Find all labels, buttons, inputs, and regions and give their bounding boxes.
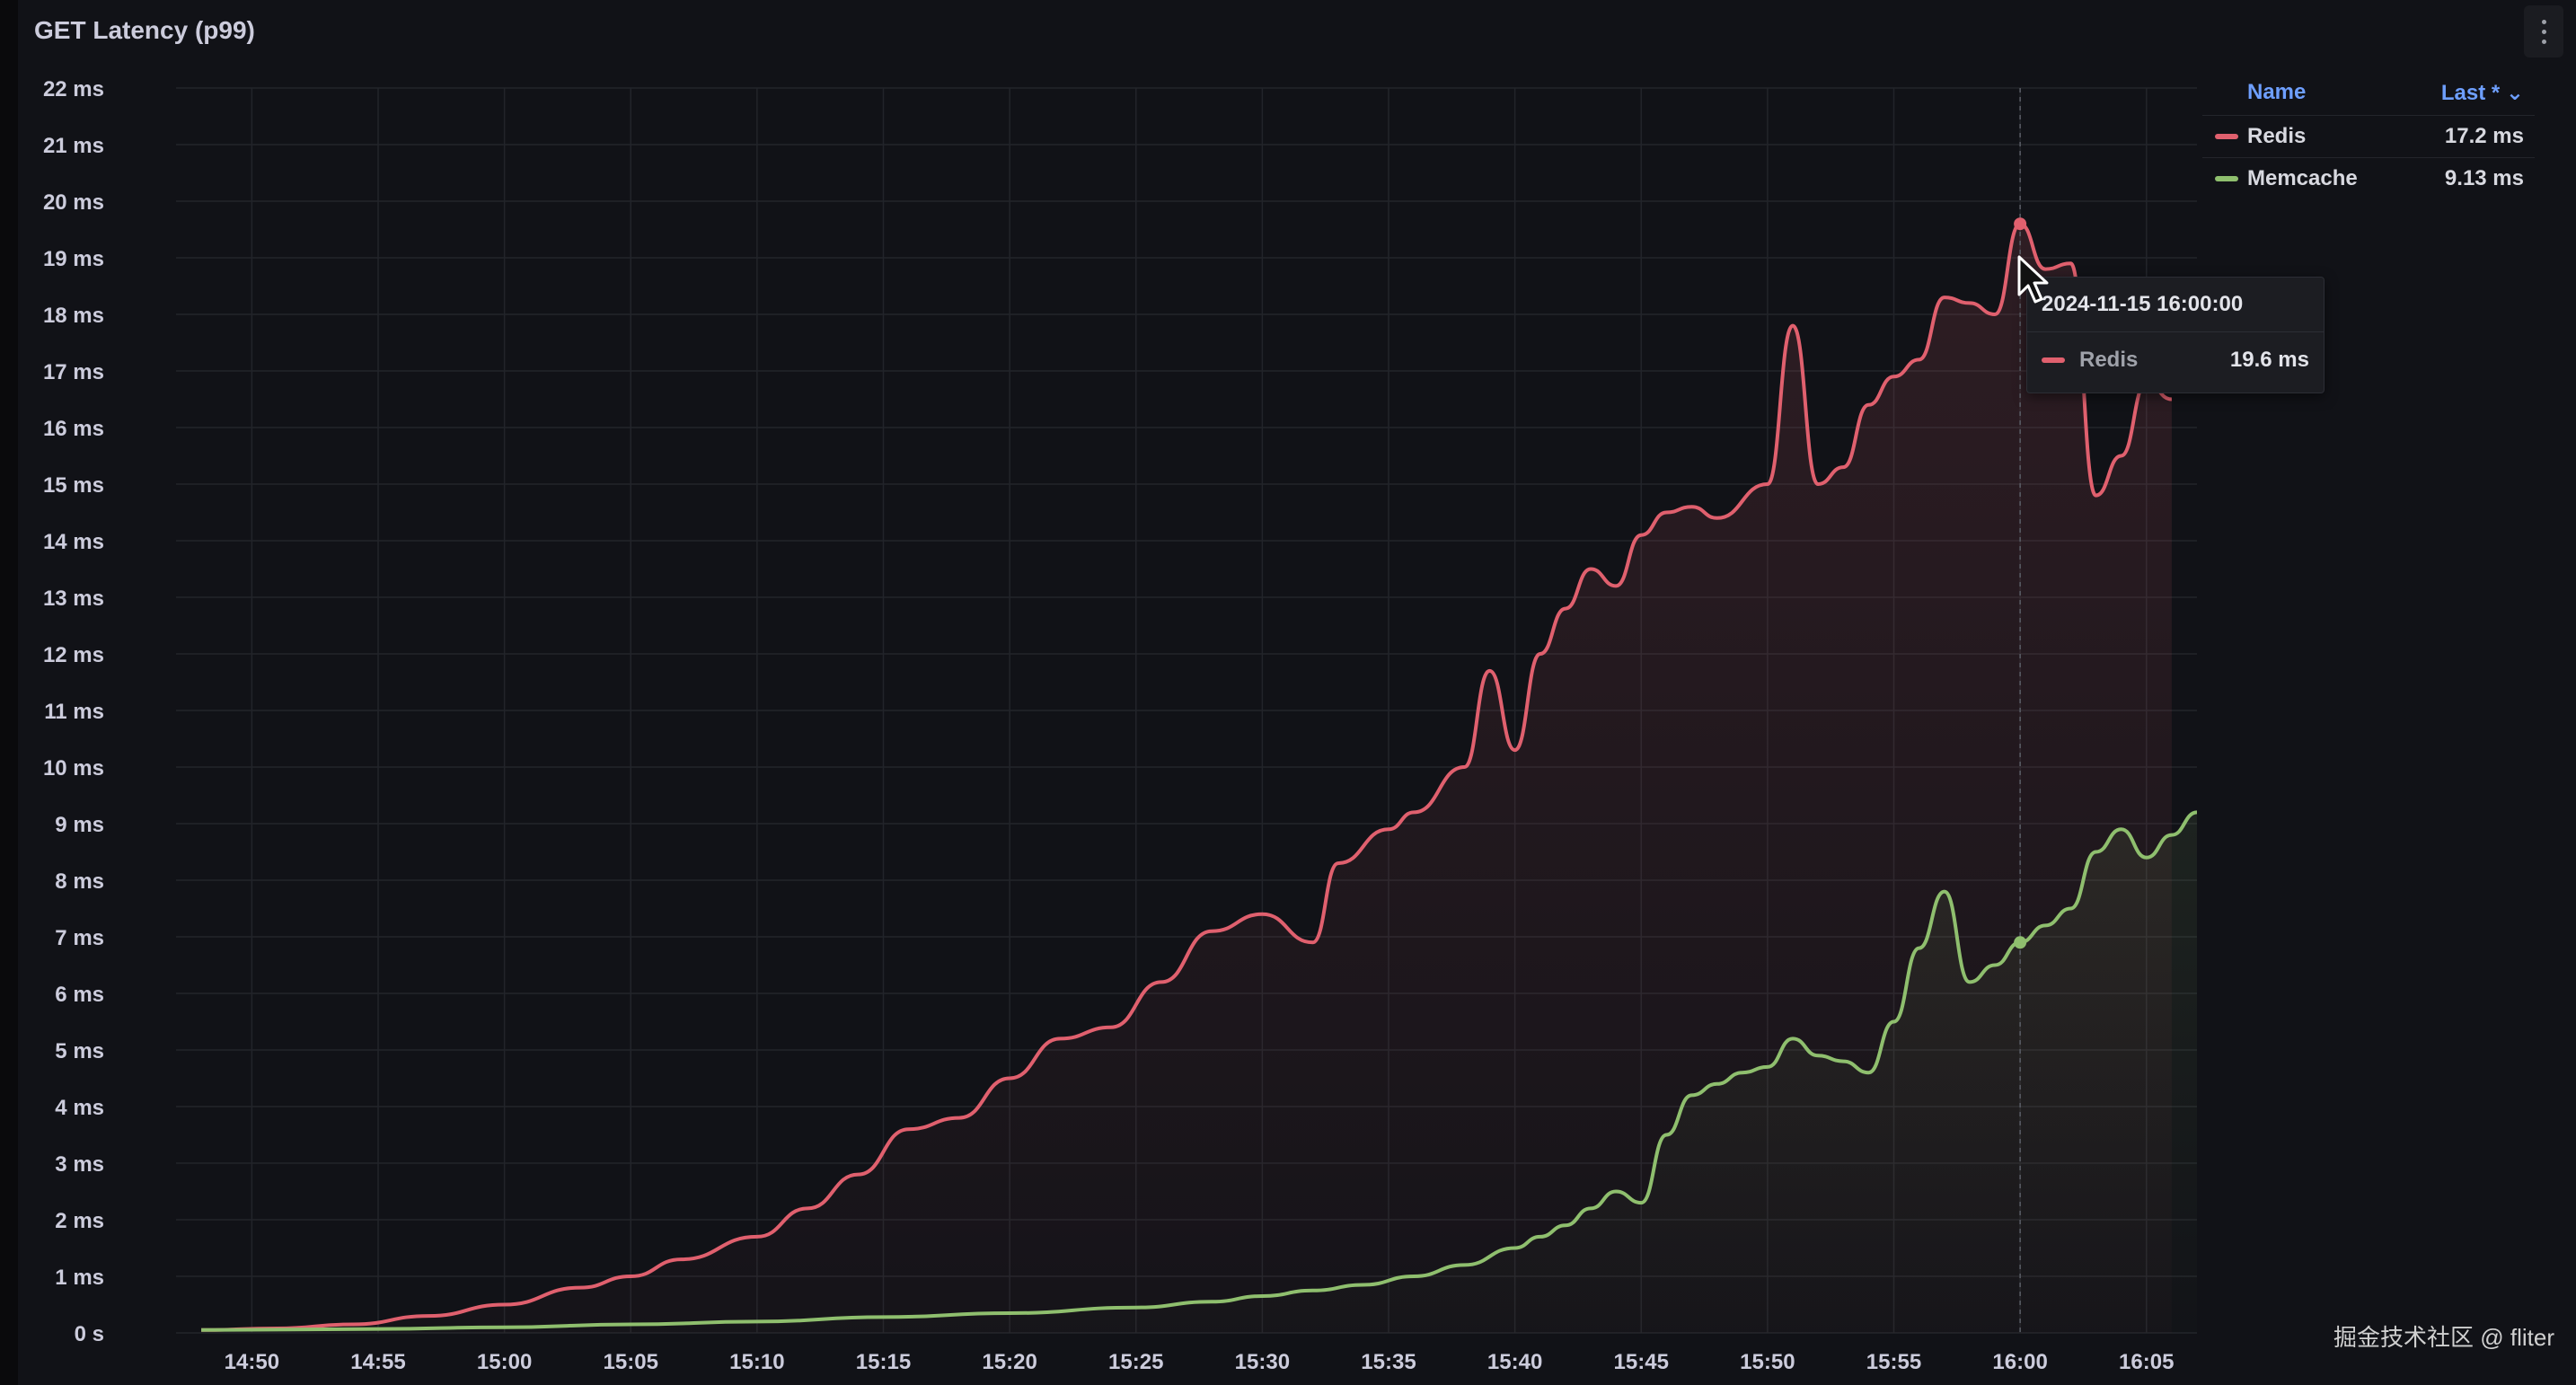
x-tick-label: 15:55 <box>1866 1350 1921 1374</box>
legend-last-header[interactable]: Last * ⌄ <box>2440 80 2524 105</box>
tooltip-swatch <box>2042 357 2065 363</box>
hover-layer <box>2014 88 2027 1333</box>
x-tick-label: 15:30 <box>1235 1350 1290 1374</box>
y-tick-label: 12 ms <box>43 643 104 667</box>
mouse-pointer-icon <box>2017 255 2049 304</box>
y-tick-label: 19 ms <box>43 247 104 271</box>
legend-item-memcache[interactable]: Memcache 9.13 ms <box>2202 157 2535 199</box>
legend-swatch-memcache <box>2215 176 2238 181</box>
y-tick-label: 20 ms <box>43 190 104 215</box>
legend-item-value: 9.13 ms <box>2444 166 2524 190</box>
watermark: 掘金技术社区 @ fliter <box>2333 1324 2554 1351</box>
kebab-menu-icon <box>2541 17 2546 47</box>
y-tick-label: 15 ms <box>43 473 104 498</box>
x-tick-label: 15:40 <box>1487 1350 1542 1374</box>
y-tick-label: 17 ms <box>43 360 104 384</box>
y-tick-label: 3 ms <box>55 1152 104 1177</box>
y-tick-label: 21 ms <box>43 134 104 158</box>
series-area-memcache <box>201 812 2197 1333</box>
y-tick-label: 13 ms <box>43 587 104 611</box>
y-tick-label: 6 ms <box>55 983 104 1007</box>
y-tick-label: 1 ms <box>55 1266 104 1290</box>
tooltip-divider <box>2027 331 2324 332</box>
tooltip-series-name: Redis <box>2079 348 2139 372</box>
tooltip-row: Redis 19.6 ms <box>2042 348 2309 373</box>
series-line-redis[interactable] <box>201 222 2173 1332</box>
y-tick-label: 18 ms <box>43 304 104 328</box>
legend-item-label: Memcache <box>2247 166 2358 190</box>
y-tick-label: 11 ms <box>44 700 104 724</box>
y-tick-label: 10 ms <box>43 756 104 781</box>
series-layer <box>201 222 2198 1334</box>
legend-item-value: 17.2 ms <box>2444 124 2524 148</box>
x-tick-label: 15:50 <box>1740 1350 1795 1374</box>
hover-point-redis <box>2014 217 2027 231</box>
tooltip-time: 2024-11-15 16:00:00 <box>2042 292 2244 316</box>
y-tick-label: 14 ms <box>43 530 104 554</box>
y-tick-label: 2 ms <box>55 1209 104 1233</box>
series-line-memcache[interactable] <box>201 810 2198 1332</box>
legend-header: Name Last * ⌄ <box>2202 70 2535 115</box>
y-tick-label: 9 ms <box>55 813 104 837</box>
legend-name-header[interactable]: Name <box>2247 80 2307 104</box>
series-area-redis <box>201 224 2172 1334</box>
legend-item-label: Redis <box>2247 124 2307 148</box>
hover-point-memcache <box>2014 936 2027 949</box>
y-tick-label: 5 ms <box>55 1039 104 1063</box>
x-tick-label: 14:50 <box>225 1350 279 1374</box>
y-tick-label: 8 ms <box>55 869 104 894</box>
x-tick-label: 15:35 <box>1361 1350 1416 1374</box>
x-axis: 14:50 14:55 15:00 15:05 15:10 15:15 15:20 15:25… <box>225 1350 2175 1374</box>
y-tick-label: 0 s <box>75 1322 104 1346</box>
legend-item-redis[interactable]: Redis 17.2 ms <box>2202 115 2535 157</box>
panel-menu-button[interactable] <box>2524 5 2563 57</box>
x-tick-label: 15:45 <box>1614 1350 1669 1374</box>
y-axis: 0 s 1 ms 2 ms 3 ms 4 ms 5 ms 6 ms 7 ms 8 ms 9 ms 1… <box>43 77 104 1346</box>
panel-title: GET Latency (p99) <box>34 16 255 44</box>
x-tick-label: 15:20 <box>982 1350 1037 1374</box>
tooltip-series-value: 19.6 ms <box>2229 348 2309 372</box>
y-tick-label: 4 ms <box>55 1096 104 1120</box>
y-tick-label: 16 ms <box>43 417 104 441</box>
x-tick-label: 16:00 <box>1992 1350 2047 1374</box>
legend-swatch-redis <box>2215 134 2238 139</box>
x-tick-label: 15:05 <box>604 1350 658 1374</box>
x-tick-label: 15:10 <box>729 1350 784 1374</box>
legend: Name Last * ⌄ Redis 17.2 ms Memcache 9.1… <box>2202 70 2535 199</box>
y-tick-label: 22 ms <box>43 77 104 101</box>
y-tick-label: 7 ms <box>55 926 104 950</box>
x-tick-label: 15:25 <box>1108 1350 1163 1374</box>
x-tick-label: 15:00 <box>477 1350 532 1374</box>
x-tick-label: 15:15 <box>856 1350 911 1374</box>
x-tick-label: 14:55 <box>350 1350 405 1374</box>
x-tick-label: 16:05 <box>2119 1350 2174 1374</box>
hover-tooltip: 2024-11-15 16:00:00 Redis 19.6 ms <box>2026 277 2325 393</box>
